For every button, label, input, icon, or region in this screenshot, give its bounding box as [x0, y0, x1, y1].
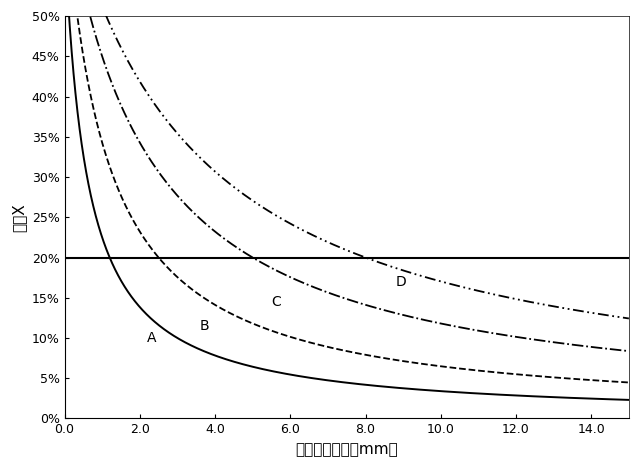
Text: A: A	[147, 331, 157, 345]
X-axis label: 負極層の内径（mm）: 負極層の内径（mm）	[295, 442, 398, 457]
Text: C: C	[271, 295, 281, 309]
Text: D: D	[396, 275, 406, 289]
Y-axis label: 比率X: 比率X	[11, 203, 26, 232]
Text: B: B	[200, 319, 209, 333]
